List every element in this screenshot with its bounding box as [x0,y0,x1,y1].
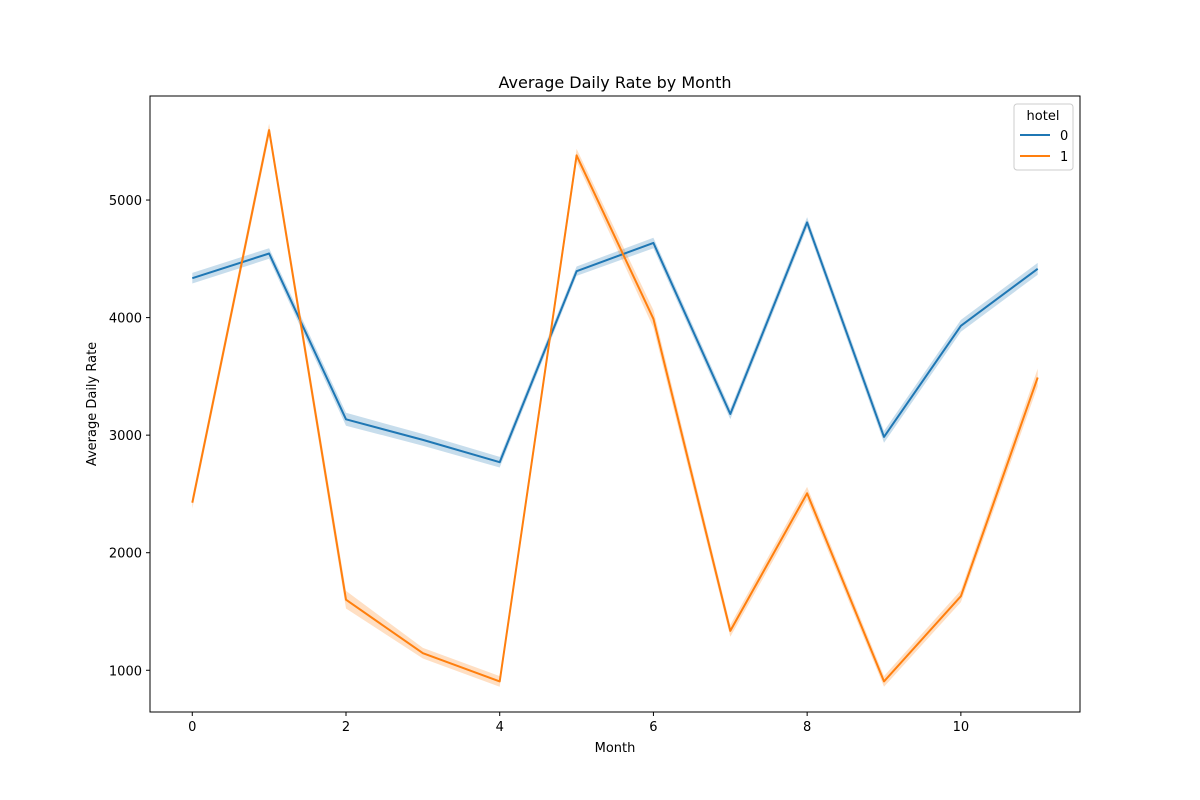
y-axis: 1000 2000 3000 4000 5000 [109,194,150,679]
series-line-1 [191,129,1039,683]
y-tick-label: 1000 [109,664,142,679]
axes-frame [149,95,1081,713]
series-line-0 [191,221,1039,464]
y-tick-label: 4000 [109,312,142,327]
x-tick-label: 4 [496,720,504,735]
x-tick-label: 6 [649,720,657,735]
legend: hotel 0 1 [1013,103,1074,171]
x-axis-label: Month [595,741,636,756]
legend-label-series-0: 0 [1060,129,1068,144]
y-axis-label: Average Daily Rate [85,342,100,466]
x-tick-label: 8 [803,720,811,735]
x-tick-label: 2 [342,720,350,735]
x-tick-label: 10 [953,720,970,735]
x-tick-label: 0 [188,720,196,735]
confidence-band-series-1 [192,123,1038,687]
confidence-band-series-0 [192,217,1038,468]
y-tick-label: 3000 [109,429,142,444]
y-tick-label: 5000 [109,194,142,209]
x-axis: 0 2 4 6 8 10 [188,712,969,735]
plot-area [149,95,1081,713]
series-lines [191,129,1039,683]
chart-title: Average Daily Rate by Month [499,73,732,92]
legend-title: hotel [1027,109,1060,124]
y-tick-label: 2000 [109,547,142,562]
confidence-bands [192,123,1038,687]
axes-background [150,96,1080,712]
legend-frame [1013,103,1074,171]
legend-label-series-1: 1 [1060,150,1068,165]
